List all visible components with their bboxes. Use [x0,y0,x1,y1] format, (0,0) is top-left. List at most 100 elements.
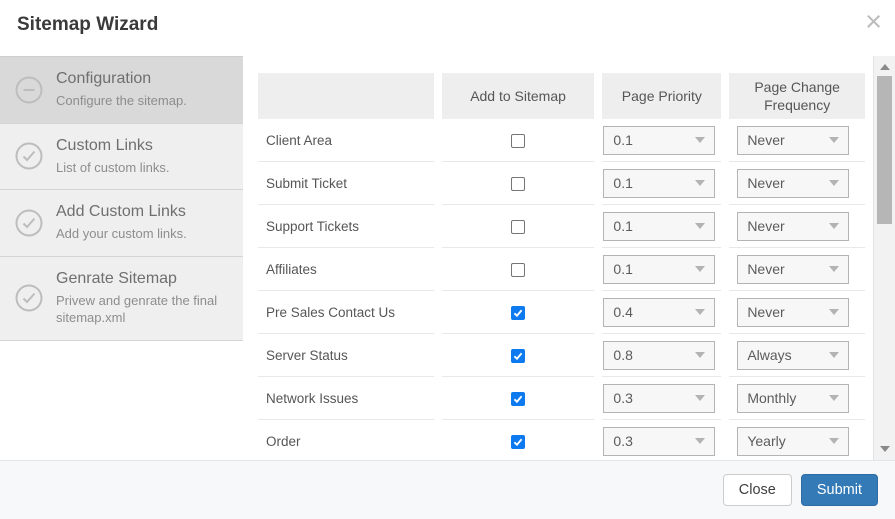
page-priority-select[interactable]: 0.3 [603,426,716,456]
table-row: Client Area 0.1 Never [258,119,865,162]
page-frequency-cell: Never [729,205,865,248]
page-frequency-cell: Never [729,162,865,205]
close-button[interactable]: Close [722,474,792,506]
chevron-down-icon [829,438,840,444]
chevron-down-icon [829,266,840,272]
submit-button[interactable]: Submit [800,474,878,506]
page-change-frequency-select[interactable]: Yearly [737,426,850,456]
page-priority-value: 0.4 [613,304,633,320]
page-priority-cell: 0.3 [602,420,721,460]
add-to-sitemap-checkbox[interactable] [511,348,526,363]
add-to-sitemap-checkbox[interactable] [511,219,526,234]
column-header [258,73,434,119]
page-name: Server Status [258,334,434,377]
add-to-sitemap-checkbox[interactable] [511,176,526,191]
page-change-frequency-select[interactable]: Monthly [737,383,850,413]
chevron-down-icon [829,137,840,143]
page-priority-cell: 0.1 [602,119,722,162]
table-header-row: Add to Sitemap Page Priority Page Change F… [258,73,865,119]
page-frequency-cell: Monthly [729,377,865,420]
sidebar-step-configuration[interactable]: Configuration Configure the sitemap. [0,57,243,124]
page-name: Order [258,420,434,460]
page-priority-value: 0.3 [613,390,633,406]
column-header: Add to Sitemap [441,73,595,119]
table-row: Affiliates 0.1 Never [258,248,865,291]
table-row: Submit Ticket 0.1 Never [258,162,865,205]
check-circle-icon [15,209,43,237]
scroll-up-arrow[interactable] [879,64,890,70]
vertical-scrollbar[interactable] [873,56,895,460]
page-frequency-value: Never [747,304,785,320]
chevron-down-icon [829,180,840,186]
chevron-down-icon [695,223,706,229]
page-frequency-value: Never [747,261,785,277]
page-priority-cell: 0.1 [602,205,722,248]
column-header: Page Priority [602,73,722,119]
chevron-down-icon [695,352,706,358]
step-text: Custom Links List of custom links. [56,137,169,177]
chevron-down-icon [695,137,706,143]
page-priority-cell: 0.1 [602,248,722,291]
wizard-step-subtitle: Add your custom links. [56,226,187,242]
page-name: Support Tickets [258,205,434,248]
page-priority-value: 0.3 [613,433,633,449]
page-frequency-value: Never [747,175,785,191]
sidebar-step-genrate-sitemap[interactable]: Genrate Sitemap Privew and genrate the fi… [0,256,243,341]
add-to-sitemap-checkbox[interactable] [511,262,526,277]
step-text: Genrate Sitemap Privew and genrate the fi… [56,270,229,327]
page-change-frequency-select[interactable]: Never [737,168,850,198]
chevron-down-icon [695,180,706,186]
page-priority-select[interactable]: 0.1 [603,125,716,155]
page-priority-value: 0.8 [613,347,633,363]
page-priority-cell: 0.8 [602,334,722,377]
page-priority-select[interactable]: 0.4 [603,297,716,327]
page-frequency-cell: Never [729,291,865,334]
page-name: Pre Sales Contact Us [258,291,434,334]
page-change-frequency-select[interactable]: Always [737,340,850,370]
page-priority-cell: 0.4 [602,291,722,334]
sidebar-step-add-custom-links[interactable]: Add Custom Links Add your custom links. [0,190,243,257]
page-change-frequency-select[interactable]: Never [737,254,850,284]
wizard-step-title: Configuration [56,70,152,87]
add-to-sitemap-checkbox[interactable] [511,305,526,320]
add-to-sitemap-cell [441,334,595,377]
chevron-down-icon [695,438,706,444]
page-frequency-value: Always [747,347,792,363]
page-priority-select[interactable]: 0.8 [603,340,716,370]
page-frequency-value: Never [747,218,785,234]
page-frequency-cell: Yearly [729,420,865,460]
chevron-down-icon [695,266,706,272]
add-to-sitemap-cell [441,291,595,334]
page-name: Network Issues [258,377,434,420]
table-row: Server Status 0.8 Always [258,334,865,377]
page-change-frequency-select[interactable]: Never [737,297,850,327]
add-to-sitemap-checkbox[interactable] [511,391,526,406]
page-priority-select[interactable]: 0.3 [603,383,716,413]
page-priority-cell: 0.3 [602,377,722,420]
page-priority-select[interactable]: 0.1 [603,211,716,241]
page-change-frequency-select[interactable]: Never [737,125,850,155]
close-icon[interactable]: × [865,6,882,38]
modal-footer: Close Submit [0,460,895,519]
page-name: Submit Ticket [258,162,434,205]
chevron-down-icon [829,223,840,229]
add-to-sitemap-checkbox[interactable] [511,133,526,148]
step-text: Add Custom Links Add your custom links. [56,203,187,243]
scrollbar-thumb[interactable] [877,76,892,224]
add-to-sitemap-cell [441,248,595,291]
page-change-frequency-select[interactable]: Never [737,211,850,241]
check-circle-icon [15,142,43,170]
column-header: Page Change Frequency [729,73,865,119]
sidebar-step-custom-links[interactable]: Custom Links List of custom links. [0,123,243,191]
add-to-sitemap-checkbox[interactable] [511,434,526,449]
scroll-down-arrow[interactable] [879,446,890,452]
page-priority-cell: 0.1 [602,162,722,205]
page-priority-select[interactable]: 0.1 [603,254,716,284]
page-priority-select[interactable]: 0.1 [603,168,716,198]
add-to-sitemap-cell [441,162,595,205]
page-priority-value: 0.1 [613,175,633,191]
chevron-down-icon [695,309,706,315]
wizard-step-subtitle: Privew and genrate the final sitemap.xml [56,292,218,326]
table-row: Network Issues 0.3 Monthly [258,377,865,420]
